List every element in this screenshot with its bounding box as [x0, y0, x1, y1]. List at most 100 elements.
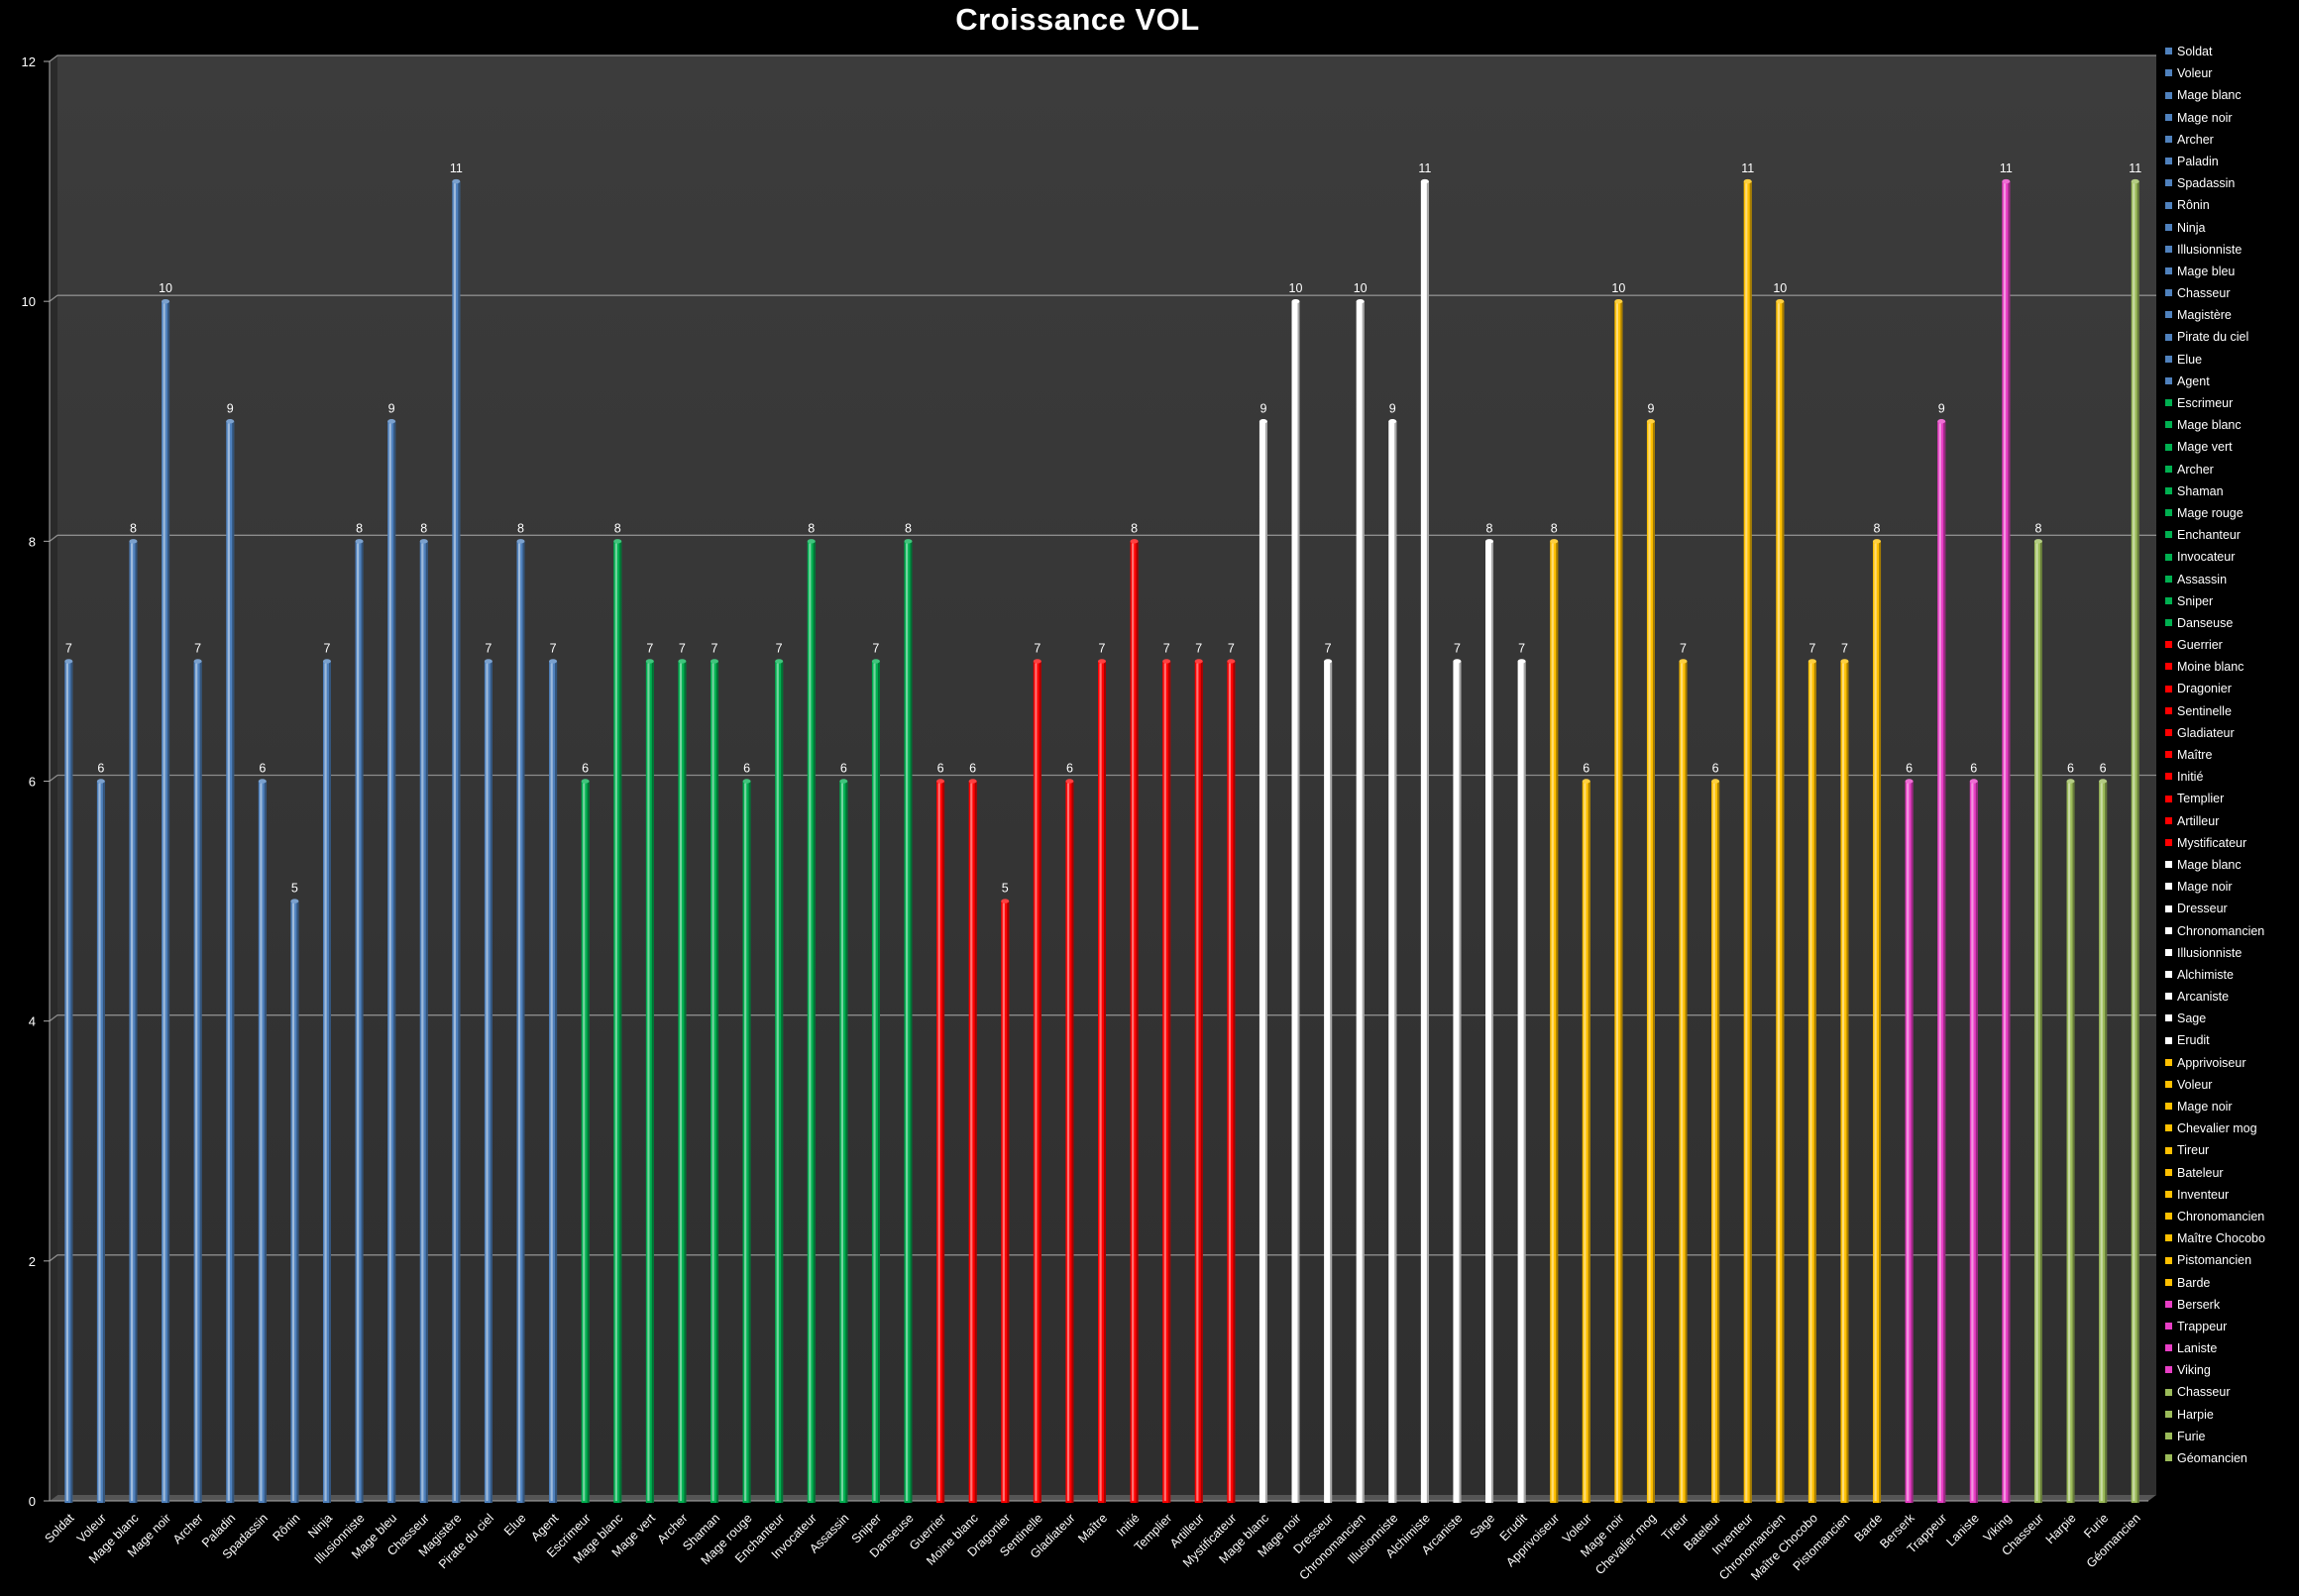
bar-shade — [1039, 661, 1041, 1503]
bar-top — [162, 298, 170, 304]
data-label: 8 — [1131, 521, 1138, 535]
bar — [258, 779, 267, 1503]
legend-item: Mage rouge — [2162, 502, 2297, 524]
bar-front — [1679, 661, 1688, 1503]
bar-shade — [1717, 781, 1720, 1503]
bar — [549, 659, 558, 1503]
bar — [1679, 659, 1688, 1503]
bar-top — [1033, 659, 1041, 664]
legend-swatch — [2165, 883, 2172, 891]
bar-highlight — [1228, 663, 1232, 1501]
bar-highlight — [840, 783, 844, 1501]
bar-highlight — [1358, 303, 1361, 1502]
bar — [1162, 659, 1171, 1503]
bar-top — [1776, 298, 1785, 304]
data-label: 6 — [2067, 762, 2074, 776]
bar-shade — [1943, 421, 1946, 1503]
legend-item: Spadassin — [2162, 172, 2297, 194]
legend-item: Assassin — [2162, 569, 2297, 590]
legend-label: Illusionniste — [2177, 242, 2243, 257]
bar-shade — [1104, 661, 1106, 1503]
bar-top — [2131, 178, 2139, 184]
data-label: 7 — [323, 641, 330, 655]
bar-top — [1873, 539, 1882, 544]
bar — [2131, 178, 2139, 1503]
bar-highlight — [65, 663, 68, 1501]
legend-item: Maître — [2162, 744, 2297, 766]
bar-highlight — [1132, 543, 1135, 1501]
bar-shade — [715, 661, 718, 1503]
legend-swatch — [2165, 179, 2172, 187]
legend-swatch — [2165, 486, 2172, 494]
bar-highlight — [388, 423, 391, 1501]
data-label: 8 — [1486, 521, 1493, 535]
bar-highlight — [1874, 543, 1877, 1501]
legend-swatch — [2165, 663, 2172, 671]
bar-shade — [70, 661, 73, 1503]
bar-shade — [425, 541, 428, 1503]
bar-top — [258, 779, 267, 784]
legend-label: Mage vert — [2177, 440, 2233, 455]
legend-label: Enchanteur — [2177, 528, 2241, 543]
bar-shade — [1394, 421, 1397, 1503]
bar-top — [1420, 178, 1429, 184]
legend-label: Spadassin — [2177, 176, 2236, 191]
legend-label: Chasseur — [2177, 1385, 2231, 1400]
legend-swatch — [2165, 69, 2172, 77]
legend-label: Mage blanc — [2177, 88, 2242, 103]
legend-swatch — [2165, 1410, 2172, 1418]
legend-label: Arcaniste — [2177, 990, 2230, 1005]
bar — [2066, 779, 2075, 1503]
bar-highlight — [163, 303, 165, 1502]
bar-top — [1743, 178, 1752, 184]
legend-label: Mage blanc — [2177, 418, 2242, 433]
bar — [968, 779, 977, 1503]
bar-top — [1098, 659, 1106, 664]
legend-swatch — [2165, 971, 2172, 979]
bar-shade — [1782, 301, 1785, 1504]
legend-label: Shaman — [2177, 483, 2224, 498]
legend-item: Berserk — [2162, 1294, 2297, 1316]
legend-swatch — [2165, 421, 2172, 429]
bar-shade — [1071, 781, 1074, 1503]
legend-label: Illusionniste — [2177, 945, 2243, 960]
data-label: 6 — [259, 762, 266, 776]
bar-front — [322, 661, 331, 1503]
bar-top — [1550, 539, 1559, 544]
data-label: 10 — [159, 281, 172, 295]
legend-swatch — [2165, 1388, 2172, 1396]
bar-top — [549, 659, 558, 664]
bar-top — [1969, 779, 1978, 784]
bar-front — [904, 541, 913, 1503]
bar-front — [775, 661, 784, 1503]
data-label: 7 — [1099, 641, 1106, 655]
bar-front — [1033, 661, 1041, 1503]
data-label: 7 — [1518, 641, 1525, 655]
bar-highlight — [1584, 783, 1587, 1501]
data-label: 7 — [1034, 641, 1040, 655]
bar-front — [936, 781, 945, 1503]
bar-highlight — [260, 783, 263, 1501]
data-label: 8 — [517, 521, 524, 535]
legend-item: Harpie — [2162, 1404, 2297, 1426]
bar-front — [1937, 421, 1946, 1503]
bar-shade — [1813, 661, 1816, 1503]
bar-top — [1453, 659, 1462, 664]
data-label: 7 — [679, 641, 686, 655]
bar-top — [322, 659, 331, 664]
legend-item: Arcaniste — [2162, 986, 2297, 1008]
data-label: 8 — [905, 521, 912, 535]
bar — [452, 178, 461, 1503]
legend-label: Pistomancien — [2177, 1253, 2252, 1268]
legend-item: Voleur — [2162, 62, 2297, 84]
bar-front — [290, 901, 299, 1503]
data-label: 11 — [1741, 161, 1754, 175]
bar-front — [193, 661, 202, 1503]
bar — [2033, 539, 2042, 1503]
bar-highlight — [873, 663, 876, 1501]
legend-label: Harpie — [2177, 1407, 2214, 1422]
bar-highlight — [679, 663, 683, 1501]
bar-front — [419, 541, 428, 1503]
bar — [2099, 779, 2108, 1503]
data-label: 8 — [356, 521, 363, 535]
